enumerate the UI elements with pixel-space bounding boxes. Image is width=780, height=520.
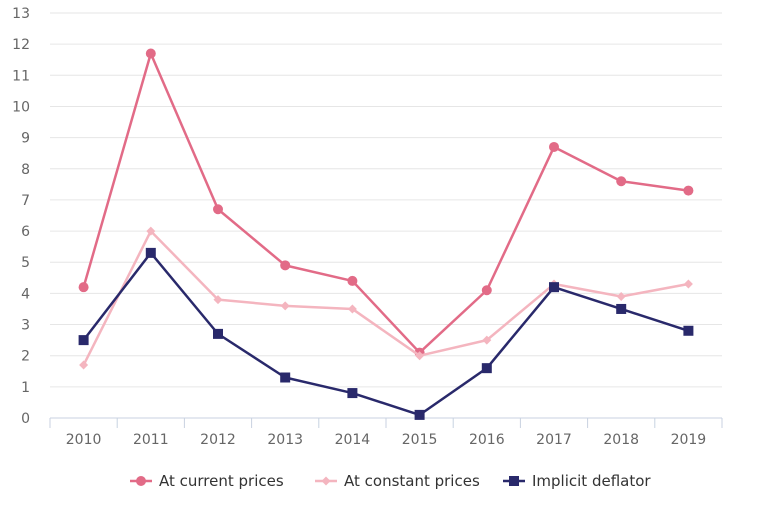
legend-marker xyxy=(321,476,331,486)
y-tick-label: 9 xyxy=(21,131,30,147)
data-point xyxy=(213,204,223,215)
data-point xyxy=(683,185,694,196)
x-tick-label: 2015 xyxy=(402,432,438,448)
data-point xyxy=(213,328,223,339)
data-point xyxy=(481,363,492,374)
grid-lines xyxy=(50,12,722,388)
data-point xyxy=(616,176,627,187)
data-point xyxy=(549,282,559,293)
series-at-current-prices xyxy=(78,48,694,358)
x-tick-label: 2018 xyxy=(603,432,639,448)
y-tick-label: 11 xyxy=(12,68,30,84)
series-implicit-deflator xyxy=(78,247,694,420)
series-line xyxy=(82,52,689,354)
legend-label: At constant prices xyxy=(344,472,480,490)
data-point xyxy=(347,275,358,286)
y-tick-label: 6 xyxy=(21,224,30,240)
legend-label: Implicit deflator xyxy=(532,472,651,490)
data-point xyxy=(347,388,358,399)
data-point xyxy=(213,295,223,305)
y-tick-label: 5 xyxy=(21,255,30,271)
data-point xyxy=(146,226,156,236)
legend-marker xyxy=(136,476,146,486)
series-lines xyxy=(78,48,694,420)
data-point xyxy=(78,282,89,293)
legend-item: At current prices xyxy=(130,472,284,490)
x-tick-label: 2013 xyxy=(267,432,303,448)
data-point xyxy=(145,247,156,258)
data-point xyxy=(347,304,357,314)
y-tick-label: 7 xyxy=(21,193,30,209)
x-tick-label: 2014 xyxy=(335,432,371,448)
x-tick-label: 2016 xyxy=(469,432,505,448)
x-axis: 2010 2011 2012 2013 2014 2015 2016 2017 2018 2019 xyxy=(49,417,723,448)
data-point xyxy=(78,335,89,346)
data-point xyxy=(683,279,693,289)
data-point xyxy=(549,141,559,152)
y-tick-label: 8 xyxy=(21,162,30,178)
legend: At current prices At constant prices Impli… xyxy=(130,472,651,490)
data-point xyxy=(616,292,626,301)
data-point xyxy=(616,303,627,314)
x-tick-label: 2012 xyxy=(200,432,236,448)
data-point xyxy=(683,325,694,336)
x-tick-label: 2017 xyxy=(536,432,572,448)
legend-marker xyxy=(509,476,519,486)
y-tick-label: 2 xyxy=(21,349,30,365)
data-point xyxy=(481,285,492,296)
data-point xyxy=(145,48,156,59)
y-tick-label: 1 xyxy=(21,380,30,396)
y-tick-label: 13 xyxy=(12,6,30,22)
data-point xyxy=(280,260,291,271)
y-tick-label: 12 xyxy=(12,37,30,53)
x-tick-label: 2019 xyxy=(671,432,707,448)
x-tick-label: 2010 xyxy=(66,432,102,448)
legend-item: Implicit deflator xyxy=(503,472,651,490)
data-point xyxy=(79,360,89,370)
series-line xyxy=(82,251,689,417)
y-tick-label: 10 xyxy=(12,99,30,115)
data-point xyxy=(482,335,492,345)
legend-item: At constant prices xyxy=(315,472,480,490)
y-tick-label: 0 xyxy=(21,411,30,427)
series-at-constant-prices xyxy=(79,226,693,370)
data-point xyxy=(414,409,425,420)
x-tick-label: 2011 xyxy=(133,432,169,448)
data-point xyxy=(280,372,291,383)
data-point xyxy=(415,351,425,361)
y-tick-label: 3 xyxy=(21,318,30,334)
data-point xyxy=(280,301,290,311)
series-line xyxy=(82,229,689,366)
y-tick-label: 4 xyxy=(21,286,30,302)
legend-label: At current prices xyxy=(159,472,284,490)
